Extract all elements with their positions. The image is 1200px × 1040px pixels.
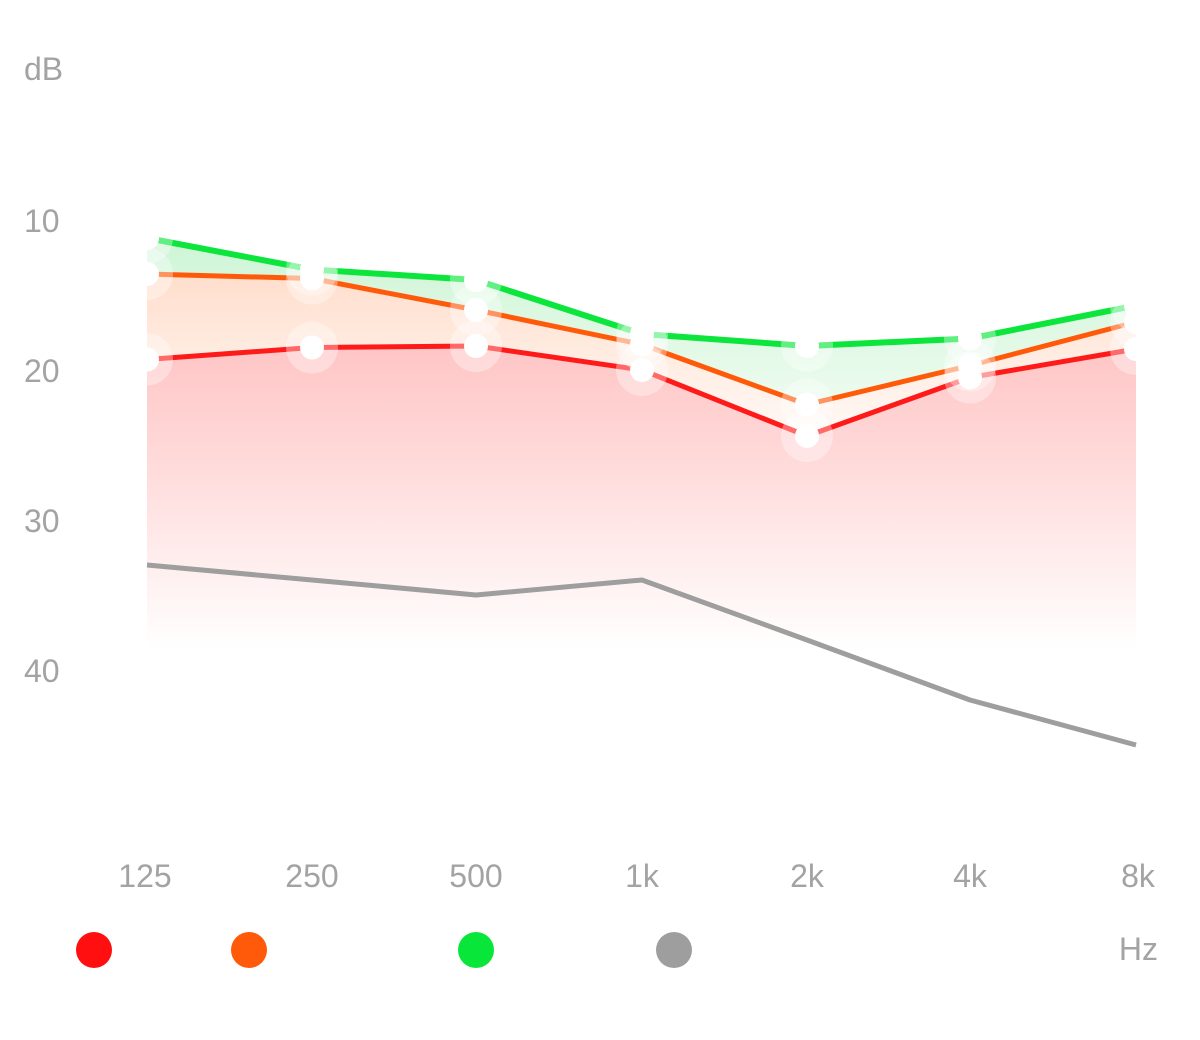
green-point[interactable] bbox=[795, 334, 819, 358]
y-tick-label: 20 bbox=[24, 353, 60, 389]
green-point[interactable] bbox=[464, 268, 488, 292]
y-axis: dB 10 20 30 40 bbox=[24, 51, 63, 689]
red-point[interactable] bbox=[795, 424, 819, 448]
y-tick-label: 10 bbox=[24, 203, 60, 239]
x-tick-label: 125 bbox=[118, 858, 171, 894]
red-point[interactable] bbox=[300, 335, 324, 360]
legend-dot-green[interactable] bbox=[458, 932, 494, 968]
legend-dot-orange[interactable] bbox=[231, 932, 267, 968]
orange-point[interactable] bbox=[464, 298, 488, 322]
green-point[interactable] bbox=[300, 257, 324, 282]
x-axis-unit: Hz bbox=[1119, 931, 1158, 967]
green-point[interactable] bbox=[135, 226, 159, 250]
green-point[interactable] bbox=[630, 322, 654, 346]
x-axis: 125 250 500 1k 2k 4k 8k Hz bbox=[118, 858, 1158, 967]
orange-point[interactable] bbox=[958, 353, 982, 378]
x-tick-label: 8k bbox=[1121, 858, 1156, 894]
green-point[interactable] bbox=[1124, 293, 1148, 318]
x-tick-label: 2k bbox=[790, 858, 825, 894]
x-tick-label: 250 bbox=[285, 858, 338, 894]
gray-series-line bbox=[146, 562, 1137, 748]
y-axis-label: dB bbox=[24, 51, 63, 87]
x-tick-label: 500 bbox=[449, 858, 502, 894]
x-tick-label: 1k bbox=[625, 858, 660, 894]
orange-point[interactable] bbox=[1124, 310, 1148, 334]
x-tick-label: 4k bbox=[953, 858, 988, 894]
y-tick-label: 40 bbox=[24, 653, 60, 689]
area-layer bbox=[147, 238, 1136, 650]
y-tick-label: 30 bbox=[24, 503, 60, 539]
point-layer bbox=[121, 212, 1162, 462]
grid-layer bbox=[88, 69, 920, 221]
green-point[interactable] bbox=[958, 326, 982, 351]
orange-point[interactable] bbox=[135, 262, 159, 286]
legend-dot-red[interactable] bbox=[76, 932, 112, 968]
red-point[interactable] bbox=[464, 334, 488, 358]
red-point[interactable] bbox=[630, 358, 654, 382]
green-series-area bbox=[147, 238, 1136, 405]
orange-point[interactable] bbox=[795, 392, 819, 417]
legend bbox=[76, 932, 692, 968]
red-point[interactable] bbox=[1124, 337, 1148, 361]
legend-dot-gray[interactable] bbox=[656, 932, 692, 968]
red-series-area bbox=[147, 346, 1136, 650]
red-point[interactable] bbox=[135, 347, 159, 372]
